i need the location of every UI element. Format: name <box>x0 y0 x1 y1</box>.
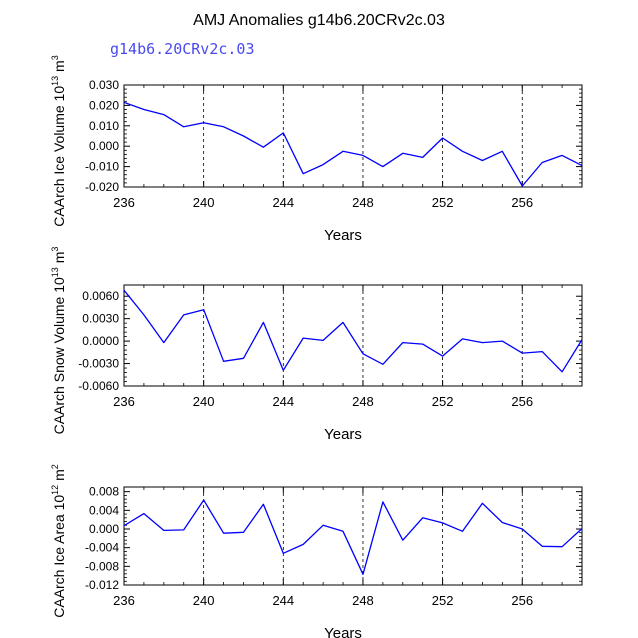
x-tick-label: 236 <box>113 195 135 210</box>
x-tick-label: 252 <box>432 195 454 210</box>
x-tick-label: 252 <box>432 593 454 608</box>
y-tick-label: 0.000 <box>89 522 119 536</box>
x-tick-label: 236 <box>113 593 135 608</box>
y-axis-label: CAArch Ice Volume 1013 m3 <box>50 55 67 226</box>
x-tick-label: 248 <box>352 593 374 608</box>
chart-panel-3: 236 240 244 248 252 256 -0.012 -0.008 -0.004 0.00… <box>50 464 583 638</box>
series-line <box>123 101 583 187</box>
x-tick-label: 240 <box>193 593 215 608</box>
y-tick-label: 0.020 <box>89 98 119 112</box>
x-axis-label: Years <box>324 227 362 244</box>
x-tick-label: 240 <box>193 394 215 409</box>
x-tick-label: 248 <box>352 394 374 409</box>
x-axis-label: Years <box>324 426 362 443</box>
plot-frame <box>123 486 583 586</box>
y-tick-label: -0.0060 <box>78 379 119 393</box>
x-tick-label: 244 <box>272 394 294 409</box>
y-tick-label: -0.020 <box>85 180 119 194</box>
x-tick-label: 256 <box>511 394 533 409</box>
x-tick-label: 256 <box>511 593 533 608</box>
y-tick-label: -0.012 <box>85 578 119 592</box>
plot-frame <box>123 84 583 188</box>
series-line <box>123 499 583 575</box>
x-tick-label: 256 <box>511 195 533 210</box>
y-tick-label: 0.0060 <box>82 289 119 303</box>
y-tick-label: -0.0030 <box>78 357 119 371</box>
y-tick-label: 0.0000 <box>82 334 119 348</box>
plot-frame <box>123 284 583 387</box>
y-tick-label: -0.008 <box>85 559 119 573</box>
x-axis-label: Years <box>324 625 362 638</box>
figure-title: AMJ Anomalies g14b6.20CRv2c.03 <box>193 12 445 29</box>
x-tick-label: 244 <box>272 593 294 608</box>
x-tick-label: 244 <box>272 195 294 210</box>
x-tick-label: 236 <box>113 394 135 409</box>
y-tick-label: 0.010 <box>89 119 119 133</box>
y-axis-label: CAArch Snow Volume 1013 m3 <box>50 247 67 435</box>
y-tick-label: 0.004 <box>89 503 119 517</box>
y-tick-label: 0.000 <box>89 139 119 153</box>
y-tick-label: 0.008 <box>89 485 119 499</box>
x-tick-label: 240 <box>193 195 215 210</box>
chart-panels: 236 240 244 248 252 256 -0.020 -0.010 0.000 0.010… <box>50 55 583 638</box>
y-tick-label: 0.030 <box>89 78 119 92</box>
y-tick-label: -0.004 <box>85 541 119 555</box>
y-axis-label: CAArch Ice Area 1012 m2 <box>50 464 67 618</box>
chart-panel-1: 236 240 244 248 252 256 -0.020 -0.010 0.000 0.010… <box>50 55 583 244</box>
y-tick-label: -0.010 <box>85 160 119 174</box>
y-tick-label: 0.0030 <box>82 312 119 326</box>
series-line <box>123 289 583 373</box>
chart-panel-2: 236 240 244 248 252 256 -0.0060 -0.0030 0.0000 0.… <box>50 247 583 443</box>
x-tick-label: 252 <box>432 394 454 409</box>
figure-subtitle: g14b6.20CRv2c.03 <box>110 40 255 58</box>
x-tick-label: 248 <box>352 195 374 210</box>
